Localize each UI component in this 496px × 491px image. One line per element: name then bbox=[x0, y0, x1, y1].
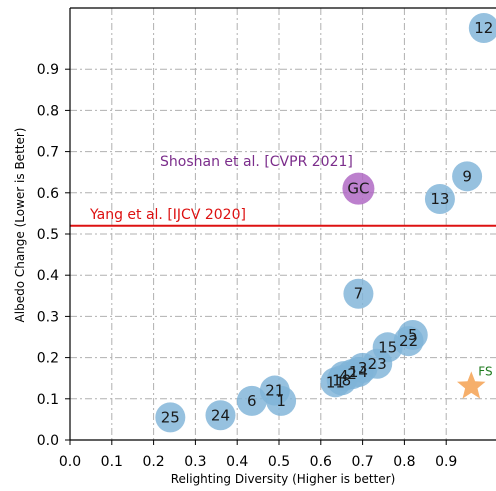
method-point-label-4: 4 bbox=[339, 367, 349, 385]
method-point-13 bbox=[424, 183, 455, 214]
grid-layer bbox=[70, 8, 496, 440]
method-point-label-25: 25 bbox=[161, 408, 180, 426]
method-point-12 bbox=[468, 13, 496, 43]
x-tick-label: 0.3 bbox=[184, 454, 206, 470]
method-point-label-9: 9 bbox=[462, 167, 472, 185]
y-tick-label: 0.3 bbox=[37, 309, 59, 325]
x-tick-label: 0.4 bbox=[226, 454, 248, 470]
x-tick-label: 0.0 bbox=[59, 454, 81, 470]
method-point-24 bbox=[205, 400, 236, 431]
method-point-11 bbox=[320, 367, 351, 398]
method-point-25 bbox=[155, 402, 186, 433]
method-point-1 bbox=[266, 385, 297, 416]
gc-point-label: GC bbox=[347, 180, 369, 198]
method-point-label-2: 2 bbox=[347, 365, 357, 383]
x-tick-label: 0.8 bbox=[393, 454, 415, 470]
x-tick-label: 0.7 bbox=[351, 454, 373, 470]
fs-point-label: FS bbox=[478, 364, 492, 378]
y-axis-title: Albedo Change (Lower is Better) bbox=[13, 128, 27, 323]
y-tick-label: 0.6 bbox=[37, 186, 59, 202]
y-tick-label: 0.2 bbox=[37, 351, 59, 367]
y-tick-label: 0.5 bbox=[37, 227, 59, 243]
x-tick-label: 0.5 bbox=[268, 454, 290, 470]
y-tick-label: 0.4 bbox=[37, 268, 59, 284]
method-point-label-22: 22 bbox=[399, 332, 418, 350]
method-point-label-7: 7 bbox=[354, 285, 364, 303]
y-tick-label: 0.1 bbox=[37, 392, 59, 408]
x-axis-title: Relighting Diversity (Higher is better) bbox=[171, 472, 396, 486]
method-point-label-13: 13 bbox=[430, 190, 449, 208]
method-point-label-23: 23 bbox=[368, 355, 387, 373]
method-point-label-12: 12 bbox=[474, 19, 493, 37]
x-tick-label: 0.2 bbox=[142, 454, 164, 470]
method-point-label-5: 5 bbox=[408, 326, 418, 344]
reference-layer: Yang et al. [IJCV 2020] Shoshan et al. [C… bbox=[70, 154, 496, 227]
axes-layer: 0.0 0.1 0.2 0.3 0.4 0.5 0.6 0.7 0.8 0.9 0.0 0.1 0.2 0… bbox=[37, 7, 496, 470]
method-point-9 bbox=[452, 161, 483, 192]
method-point-label-3: 3 bbox=[358, 359, 368, 377]
y-tick-label: 0.9 bbox=[37, 62, 59, 78]
method-point-label-24: 24 bbox=[211, 406, 230, 424]
method-point-label-14: 14 bbox=[349, 363, 368, 381]
method-point-7 bbox=[343, 278, 374, 309]
method-point-label-15: 15 bbox=[378, 338, 397, 356]
x-tick-label: 0.9 bbox=[435, 454, 457, 470]
method-point-label-6: 6 bbox=[247, 392, 257, 410]
method-point-label-11: 11 bbox=[326, 373, 345, 391]
y-tick-label: 0.0 bbox=[37, 433, 59, 449]
y-tick-label: 0.8 bbox=[37, 103, 59, 119]
y-tick-label: 0.7 bbox=[37, 145, 59, 161]
method-point-6 bbox=[236, 385, 267, 416]
method-point-label-18: 18 bbox=[332, 371, 351, 389]
x-tick-label: 0.6 bbox=[310, 454, 332, 470]
yang-reference-label: Yang et al. [IJCV 2020] bbox=[89, 207, 246, 223]
gc-point bbox=[342, 172, 375, 205]
method-point-label-1: 1 bbox=[276, 392, 286, 410]
x-tick-label: 0.1 bbox=[101, 454, 123, 470]
method-point-label-21: 21 bbox=[265, 382, 284, 400]
fs-star-point bbox=[457, 371, 486, 399]
shoshan-annotation: Shoshan et al. [CVPR 2021] bbox=[160, 154, 353, 170]
